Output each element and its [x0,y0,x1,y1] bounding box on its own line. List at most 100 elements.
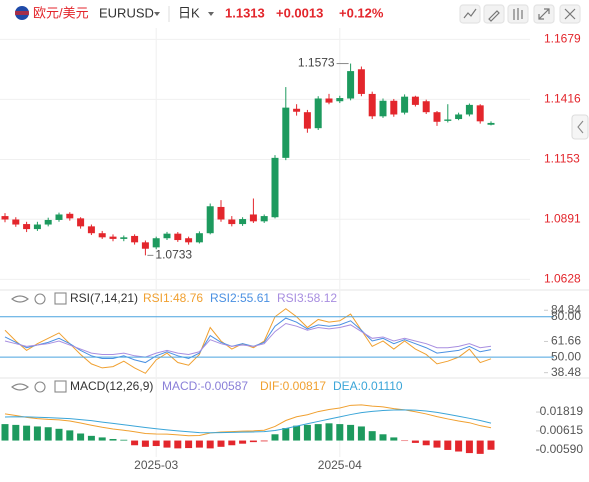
y-tick-label: 61.66 [551,334,581,348]
histogram-bar [423,441,430,446]
macd-line [5,410,491,433]
candle-body [142,242,149,248]
rsi-line [5,318,491,362]
pair-name[interactable]: 欧元/美元 [33,5,89,20]
y-tick-label: 1.1153 [544,152,580,166]
y-tick-label: 1.1679 [544,32,581,46]
period[interactable]: 日K [178,5,200,20]
collapse-button[interactable] [572,115,588,139]
y-tick-label: -0.00590 [536,442,584,456]
candle-body [488,123,495,125]
candle-body [477,105,484,121]
candle-body [88,226,95,233]
legend-label: DEA:0.01110 [333,379,403,393]
candle-body [66,214,73,219]
tool-button[interactable] [460,5,480,23]
candle-body [99,233,106,237]
dropdown-arrow[interactable] [154,12,160,16]
histogram-bar [282,428,289,441]
candle-body [390,101,397,115]
candle-body [380,101,387,117]
settings-icon[interactable] [35,294,45,304]
histogram-bar [369,431,376,440]
candle-body [444,120,451,121]
candle-body [423,101,430,112]
y-tick-label: 0.00615 [540,423,584,437]
reference-label: 50.00 [551,349,581,363]
histogram-bar [228,441,235,446]
candle-body [77,218,84,226]
histogram-bar [153,441,160,446]
histogram-bar [444,441,451,450]
settings-icon[interactable] [35,382,45,392]
histogram-bar [358,426,365,440]
histogram-bar [434,441,441,448]
candle-body [164,234,171,239]
candle-body [282,108,289,158]
histogram-bar [488,441,495,450]
histogram-bar [45,427,52,440]
flag-stripe [15,11,29,15]
histogram-bar [174,441,181,449]
histogram-bar [131,441,138,446]
histogram-bar [272,434,279,440]
panel-title: MACD(12,26,9) [70,379,153,393]
histogram-bar [34,426,41,440]
price-change: +0.0013 [276,5,323,20]
candle-body [185,238,192,242]
y-tick-label: 1.0628 [544,271,581,285]
annotation: 1.0733 [155,248,192,262]
legend-label: RSI2:55.61 [210,291,270,305]
rsi-line [5,309,491,374]
x-tick-label: 2025-04 [318,458,362,472]
candle-body [110,237,117,239]
candle-body [434,112,441,122]
candle-body [56,214,63,219]
candle-body [455,114,462,119]
candle-body [412,97,419,105]
legend-label: RSI3:58.12 [277,291,337,305]
histogram-bar [77,434,84,441]
candle-body [336,98,343,101]
candle-body [174,234,181,240]
histogram-bar [110,439,117,441]
candle-body [401,97,408,113]
candle-body [196,233,203,242]
candle-body [293,109,300,112]
eye-icon[interactable] [12,296,28,302]
histogram-bar [455,441,462,452]
histogram-bar [412,441,419,443]
histogram-bar [66,430,73,440]
candle-body [2,216,9,219]
candle-body [315,98,322,128]
eye-icon[interactable] [12,384,28,390]
candle-body [228,220,235,225]
candle-body [369,94,376,116]
candle-body [326,98,333,102]
candle-body [153,238,160,247]
histogram-bar [293,426,300,441]
histogram-bar [196,441,203,448]
histogram-bar [304,425,311,441]
histogram-bar [380,434,387,440]
dropdown-arrow[interactable] [208,12,214,16]
candle-body [466,105,473,115]
histogram-bar [466,441,473,454]
legend-label: RSI1:48.76 [143,291,203,305]
symbol[interactable]: EURUSD [99,5,154,20]
header: 欧元/美元 EURUSD 日K 1.1313 +0.0013 +0.12% [15,5,580,23]
panel-icon[interactable] [55,381,66,392]
histogram-bar [261,441,268,442]
candle-body [261,216,268,221]
panel-icon[interactable] [55,293,66,304]
candle-body [45,220,52,225]
panel-title: RSI(7,14,21) [70,291,138,305]
histogram-bar [239,441,246,444]
histogram-bar [347,425,354,441]
price-change-pct: +0.12% [339,5,384,20]
histogram-bar [23,426,30,441]
candle-body [23,224,30,229]
x-tick-label: 2025-03 [134,458,178,472]
